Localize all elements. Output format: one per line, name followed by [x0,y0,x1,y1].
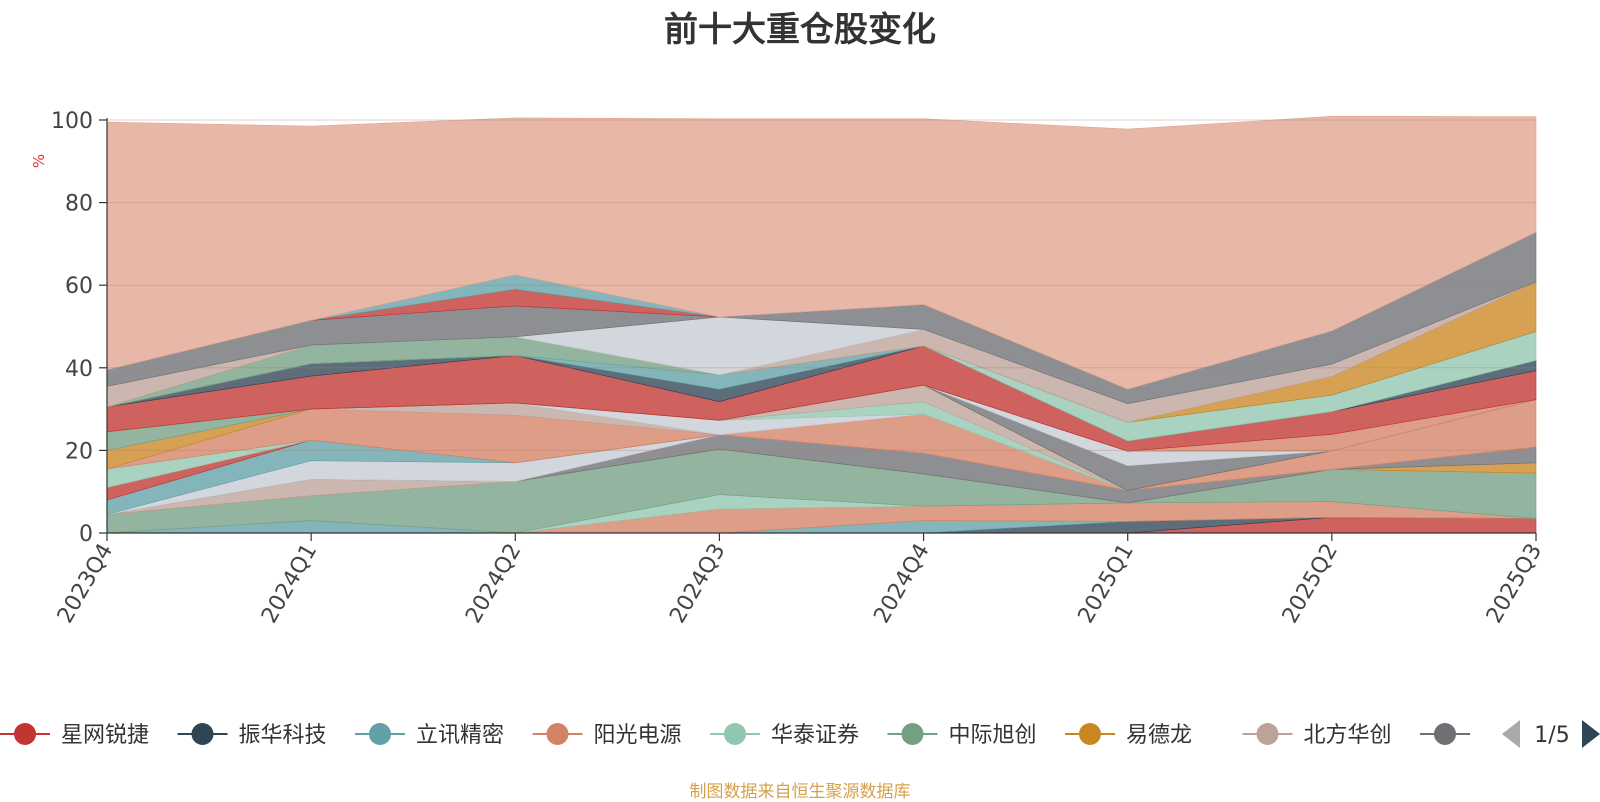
gridlines [107,119,1536,451]
legend-marker-0 [14,723,36,745]
y-tick-label: 100 [51,109,93,134]
legend-page-indicator: 1/5 [1534,723,1569,748]
y-tick-label: 0 [79,522,93,547]
legend-item-5[interactable]: 中际旭创 [887,723,1037,748]
legend-item-3[interactable]: 阳光电源 [532,723,682,748]
y-axis-unit: % [30,154,48,168]
legend-marker-4 [724,723,746,745]
legend-marker-7 [1256,723,1279,745]
legend-marker-8 [1434,723,1456,745]
legend-item-8[interactable]: 焦点科技 [1420,723,1569,748]
legend-marker-2 [369,723,391,745]
legend-label: 中际旭创 [949,723,1037,748]
legend-marker-6 [1079,723,1101,745]
legend-marker-3 [546,723,569,745]
legend-label: 华泰证券 [771,723,859,748]
legend-label: 北方华创 [1304,723,1392,748]
y-tick-label: 60 [65,274,93,299]
x-tick-label: 2024Q4 [869,540,934,628]
area-series-34 [106,115,1537,390]
x-tick-label: 2024Q3 [665,540,730,628]
area-layer [106,115,1537,534]
legend-marker-1 [191,723,214,745]
chart-title: 前十大重仓股变化 [664,10,936,50]
legend-next-page-icon[interactable] [1582,720,1600,748]
y-tick-label: 80 [65,192,93,217]
legend-label: 易德龙 [1126,723,1192,748]
legend-item-0[interactable]: 星网锐捷 [0,723,149,748]
y-tick-label: 40 [65,357,93,382]
y-tick-label: 20 [65,439,93,464]
x-tick-label: 2025Q1 [1074,540,1139,628]
legend-item-7[interactable]: 北方华创 [1242,723,1392,748]
legend-item-1[interactable]: 振华科技 [177,723,327,748]
legend-label: 立讯精密 [416,723,504,748]
x-tick-label: 2023Q4 [53,540,118,628]
legend-item-6[interactable]: 易德龙 [1065,723,1192,748]
legend-item-4[interactable]: 华泰证券 [710,723,859,748]
x-tick-label: 2024Q1 [257,540,322,628]
legend-label: 星网锐捷 [61,723,149,748]
legend-label: 阳光电源 [594,723,682,748]
source-note: 制图数据来自恒生聚源数据库 [689,782,911,802]
legend-item-2[interactable]: 立讯精密 [355,723,504,748]
legend-items: 星网锐捷 振华科技 立讯精密 阳光电源 华泰证券 中际旭创 易德龙 北方华创 焦点科技 [0,723,1569,748]
x-tick-label: 2025Q3 [1482,540,1547,628]
legend-marker-5 [901,723,924,745]
x-tick-label: 2025Q2 [1278,540,1343,628]
legend-label: 振华科技 [239,723,327,748]
x-tick-label: 2024Q2 [461,540,526,628]
legend-prev-page-icon[interactable] [1502,720,1520,748]
